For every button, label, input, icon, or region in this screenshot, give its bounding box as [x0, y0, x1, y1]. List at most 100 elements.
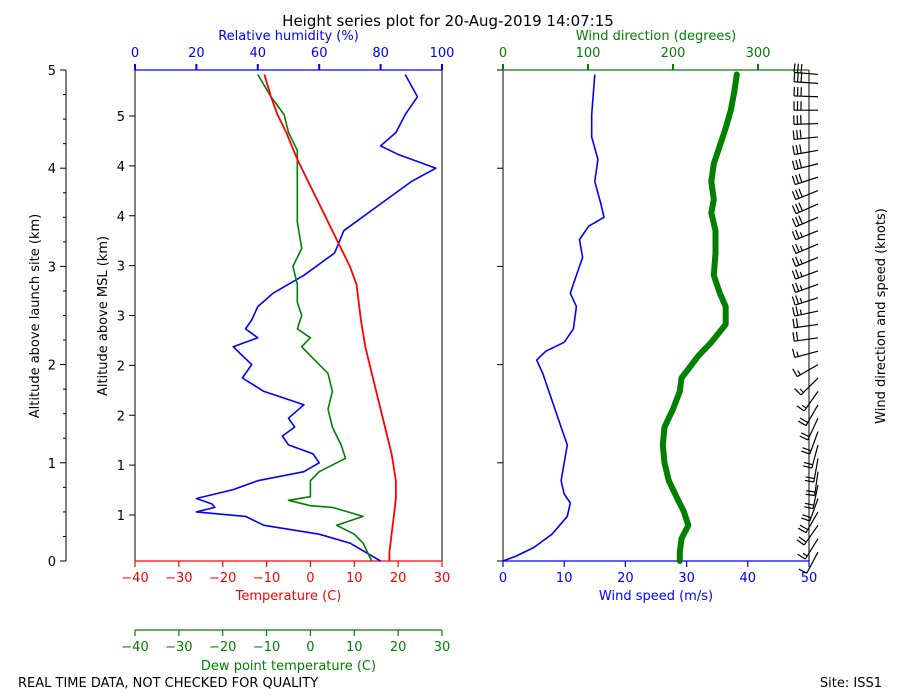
wind-barb-flag: [792, 318, 795, 328]
humidity-tick-label: 100: [430, 46, 455, 61]
wind-barb-flag: [792, 368, 798, 377]
temperature-line: [263, 74, 397, 561]
temperature-axis-label: Temperature (C): [235, 589, 342, 604]
wind-barb-staff: [794, 350, 819, 359]
wind-barb: [792, 144, 819, 156]
wind-barb-flag: [792, 130, 795, 140]
wind-barb: [804, 458, 819, 483]
wind-barb-flag: [797, 370, 801, 376]
wind-barb-flag: [795, 189, 800, 199]
msl-tick-label: 3: [117, 260, 125, 275]
wind-barb: [791, 295, 819, 306]
wind-barb: [801, 431, 819, 455]
wind-barb-flag: [793, 72, 796, 82]
wind-barb: [791, 158, 819, 171]
quality-note: REAL TIME DATA, NOT CHECKED FOR QUALITY: [18, 676, 318, 691]
wind-barb-flag: [799, 417, 809, 424]
wind-barb-staff: [794, 176, 819, 186]
wind-barb-staff: [809, 498, 819, 522]
wind-barb-flag: [796, 63, 799, 73]
wind-speed-tick-label: 30: [678, 571, 695, 586]
wind-barb: [793, 101, 818, 111]
wind-barb-flag: [791, 190, 797, 200]
wind-barb: [793, 86, 819, 98]
wind-barb-flag: [791, 244, 797, 254]
wind-barb-staff: [794, 310, 819, 317]
wind-barb: [792, 331, 819, 342]
wind-barb-flag: [800, 73, 803, 83]
launch-site-tick-label: 4: [48, 162, 56, 177]
temperature-tick-label: −10: [253, 571, 280, 586]
wind-barb-flag: [798, 188, 803, 198]
humidity-tick-label: 40: [250, 46, 267, 61]
wind-speed-tick-label: 0: [499, 571, 507, 586]
wind-speed-line: [502, 74, 605, 562]
msl-tick-label: 4: [117, 160, 125, 175]
wind-barb: [799, 417, 819, 441]
wind-barb-flag: [799, 297, 803, 304]
wind-barb: [805, 471, 819, 497]
wind-barb: [797, 511, 819, 534]
wind-barb-flag: [798, 215, 803, 225]
wind-barb: [791, 173, 819, 186]
wind-barb-flag: [799, 129, 802, 139]
dewpoint-tick-label: −30: [165, 640, 192, 655]
wind-barb: [793, 72, 819, 84]
wind-barb-flag: [797, 553, 806, 560]
wind-barb-staff: [809, 431, 819, 455]
wind-barb-flag: [791, 231, 797, 240]
wind-barb-staff: [795, 283, 819, 294]
wind-direction-tick-label: 200: [661, 46, 686, 61]
wind-barb-flag: [799, 309, 802, 315]
msl-tick-label: 2: [117, 359, 125, 374]
wind-barb: [791, 282, 819, 294]
wind-barb-flag: [795, 306, 799, 316]
humidity-axis-label: Relative humidity (%): [218, 29, 359, 44]
wind-barb-flag: [801, 517, 810, 522]
wind-barb-staff: [793, 95, 819, 98]
launch-site-tick-label: 0: [48, 555, 56, 570]
wind-barb-flag: [802, 465, 812, 469]
msl-tick-label: 3: [117, 310, 125, 325]
wind-barb-flag: [791, 283, 797, 293]
wind-barb-flag: [796, 130, 799, 140]
humidity-tick-label: 20: [188, 46, 205, 61]
wind-barb-flag: [799, 524, 809, 531]
wind-direction-line: [659, 71, 740, 564]
wind-barb: [793, 63, 819, 76]
wind-barb-flag: [798, 568, 808, 574]
wind-barb-flag: [797, 420, 807, 427]
wind-barb-staff: [806, 551, 819, 574]
wind-direction-tick-label: 100: [576, 46, 601, 61]
launch-site-axis-label: Altitude above launch site (km): [28, 214, 43, 418]
wind-barb: [804, 484, 819, 510]
wind-barb: [796, 391, 819, 412]
wind-barb-flag: [792, 332, 795, 342]
dewpoint-tick-label: 10: [346, 640, 363, 655]
wind-barb-flag: [805, 476, 815, 480]
wind-barb: [792, 318, 819, 329]
wind-barb-flag: [795, 174, 800, 184]
wind-barb-flag: [796, 351, 799, 357]
wind-barb-flag: [799, 435, 809, 441]
wind-barb-staff: [814, 471, 819, 496]
humidity-tick-label: 80: [372, 46, 389, 61]
wind-barb: [791, 202, 819, 215]
wind-barb-flag: [795, 295, 800, 305]
wind-speed-tick-label: 10: [556, 571, 573, 586]
wind-barb-flag: [795, 243, 800, 253]
wind-barb-flag: [791, 348, 796, 358]
dewpoint-axis-label: Dew point temperature (C): [201, 659, 376, 674]
launch-site-tick-label: 5: [48, 64, 56, 79]
wind-barb-flag: [799, 258, 803, 265]
wind-barb-flag: [793, 63, 796, 73]
wind-speed-tick-label: 20: [617, 571, 634, 586]
wind-barb: [797, 538, 819, 560]
wind-barb-flag: [798, 158, 803, 168]
wind-barb-flag: [799, 144, 802, 154]
wind-panel: 0 10 20 30 40 50 Wind speed (m/s) 0 100 200 300 Win…: [497, 29, 889, 604]
wind-barb: [792, 364, 819, 378]
wind-barb-flag: [798, 202, 804, 212]
wind-barb-flag: [795, 282, 800, 292]
